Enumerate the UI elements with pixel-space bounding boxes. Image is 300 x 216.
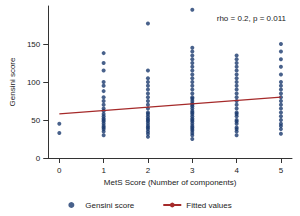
svg-text:0: 0: [36, 154, 41, 163]
svg-text:100: 100: [27, 78, 41, 87]
svg-text:MetS Score (Number of componen: MetS Score (Number of components): [104, 178, 237, 187]
svg-text:5: 5: [279, 166, 284, 175]
svg-text:Gensini score: Gensini score: [8, 57, 17, 106]
svg-text:Gensini score: Gensini score: [85, 201, 134, 210]
svg-text:1: 1: [101, 166, 106, 175]
svg-text:Fitted values: Fitted values: [186, 201, 231, 210]
svg-text:4: 4: [234, 166, 239, 175]
svg-text:rho = 0.2, p = 0.011: rho = 0.2, p = 0.011: [217, 14, 287, 23]
svg-text:2: 2: [146, 166, 151, 175]
svg-text:0: 0: [57, 166, 62, 175]
svg-text:50: 50: [31, 116, 40, 125]
svg-text:3: 3: [190, 166, 195, 175]
svg-text:150: 150: [27, 40, 41, 49]
